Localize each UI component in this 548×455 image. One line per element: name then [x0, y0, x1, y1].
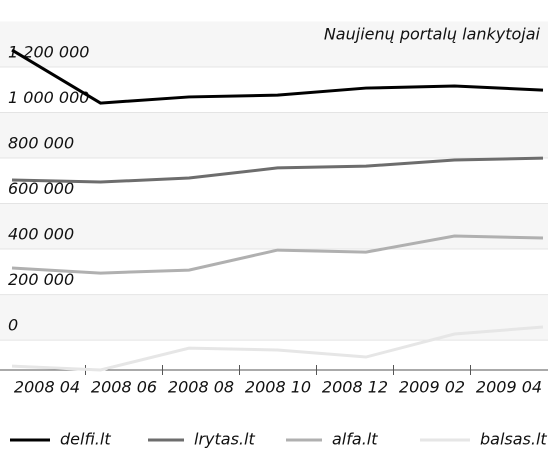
- legend-label: alfa.lt: [332, 430, 378, 449]
- y-tick-label: 1 200 000: [8, 43, 89, 62]
- background: [0, 21, 548, 341]
- y-tick-label: 600 000: [8, 179, 74, 198]
- series-line: [11, 325, 544, 372]
- y-tick-label: 400 000: [8, 225, 74, 244]
- y-tick-label: 800 000: [8, 134, 74, 153]
- x-tick-label: 2008 10: [245, 378, 311, 397]
- series-line: [11, 234, 544, 275]
- series-line: [11, 156, 544, 184]
- x-tick-label: 2008 06: [91, 378, 157, 397]
- series-line: [11, 48, 544, 105]
- grid-band: [0, 203, 548, 250]
- y-tick-label: 1 000 000: [8, 88, 89, 107]
- x-tick-label: 2008 08: [168, 378, 234, 397]
- grid-band: [0, 112, 548, 159]
- x-tick-label: 2009 02: [399, 378, 465, 397]
- y-tick-label: 200 000: [8, 270, 74, 289]
- x-tick-label: 2008 04: [14, 378, 80, 397]
- chart-title: Naujienų portalų lankytojai: [324, 25, 541, 44]
- legend-label: delfi.lt: [60, 430, 111, 449]
- x-tick-label: 2008 12: [322, 378, 388, 397]
- legend-label: lrytas.lt: [194, 430, 255, 449]
- grid-band: [0, 21, 548, 68]
- x-tick-label: 2009 04: [476, 378, 542, 397]
- y-tick-label: 0: [8, 316, 18, 335]
- legend-label: balsas.lt: [480, 430, 547, 449]
